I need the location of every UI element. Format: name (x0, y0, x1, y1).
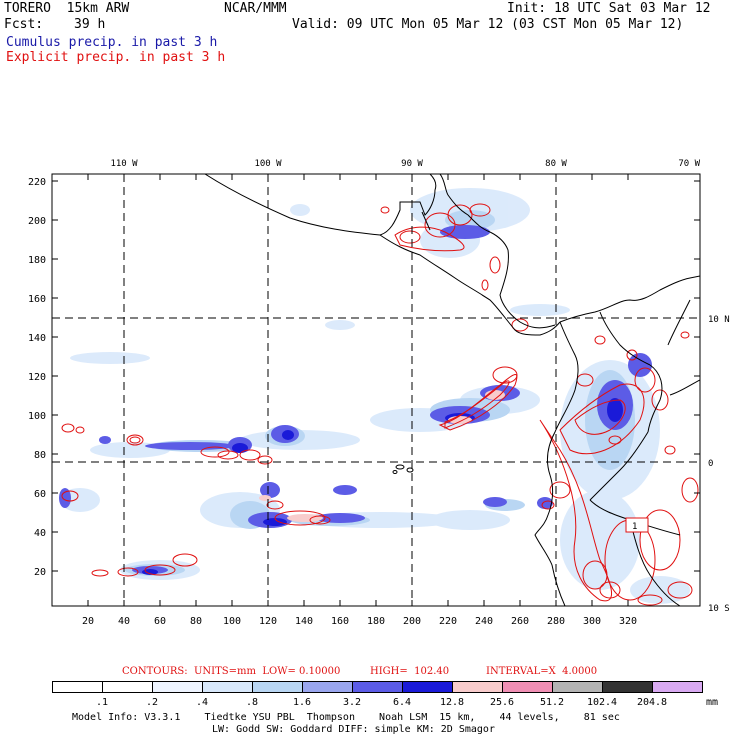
y-tick-label: 220 (28, 177, 46, 188)
legend-label: .4 (195, 697, 209, 708)
forecast-hour: 39 h (74, 17, 106, 32)
field-cumulus-label: Cumulus precip. in past 3 h (6, 35, 218, 50)
legend-swatch (302, 681, 353, 693)
legend-label: 1.6 (292, 697, 312, 708)
x-tick-label: 280 (547, 616, 565, 627)
org-label: NCAR/MMM (224, 1, 287, 16)
y-tick-label: 180 (28, 255, 46, 266)
axis-ticks (52, 174, 700, 606)
latitude-label: 10 N (708, 315, 730, 325)
x-tick-label: 120 (259, 616, 277, 627)
x-tick-label: 220 (439, 616, 457, 627)
y-tick-label: 200 (28, 216, 46, 227)
contour-label-box (625, 517, 649, 533)
x-tick-label: 240 (475, 616, 493, 627)
legend-label: 102.4 (586, 697, 618, 708)
longitude-label: 110 W (110, 159, 138, 169)
x-tick-label: 140 (295, 616, 313, 627)
legend-label: .2 (145, 697, 159, 708)
lat-lon-grid (52, 174, 700, 606)
contour-label: 1 (632, 522, 637, 532)
field-explicit-label: Explicit precip. in past 3 h (6, 50, 226, 65)
legend-swatch (252, 681, 303, 693)
model-info-line2: LW: Godd SW: Goddard DIFF: simple KM: 2D… (212, 724, 495, 735)
legend-label: 204.8 (636, 697, 668, 708)
legend-label: 51.2 (539, 697, 565, 708)
valid-time: Valid: 09 UTC Mon 05 Mar 12 (03 CST Mon … (292, 17, 684, 32)
x-tick-label: 160 (331, 616, 349, 627)
x-tick-label: 200 (403, 616, 421, 627)
legend-label: .8 (245, 697, 259, 708)
y-tick-label: 40 (34, 528, 46, 539)
contour-high: HIGH= 102.40 (370, 666, 450, 677)
model-info-line1: Model Info: V3.3.1 Tiedtke YSU PBL Thomp… (72, 712, 620, 723)
contour-units: CONTOURS: UNITS=mm LOW= 0.10000 (122, 666, 341, 677)
legend-label: 12.8 (439, 697, 465, 708)
legend-swatch (102, 681, 153, 693)
legend-label: 6.4 (392, 697, 412, 708)
x-tick-label: 40 (118, 616, 130, 627)
longitude-labels: 110 W 100 W 90 W 80 W 70 W (110, 159, 700, 169)
y-tick-labels: 220 200 180 160 140 120 100 80 60 40 20 (28, 177, 46, 578)
longitude-label: 70 W (678, 159, 700, 169)
legend-swatch (202, 681, 253, 693)
x-tick-label: 180 (367, 616, 385, 627)
longitude-label: 90 W (401, 159, 423, 169)
y-tick-label: 160 (28, 294, 46, 305)
legend-swatch (352, 681, 403, 693)
legend-swatch (602, 681, 653, 693)
legend-label: .1 (95, 697, 109, 708)
y-tick-label: 120 (28, 372, 46, 383)
x-tick-label: 260 (511, 616, 529, 627)
latitude-labels: 10 N 0 10 S (708, 315, 730, 614)
precip-fields (59, 174, 700, 606)
y-tick-label: 140 (28, 333, 46, 344)
legend-swatch (502, 681, 553, 693)
x-tick-labels: 20 40 60 80 100 120 140 160 180 200 220 240 260 280 30… (82, 616, 637, 627)
x-tick-label: 300 (583, 616, 601, 627)
y-tick-label: 20 (34, 567, 46, 578)
x-tick-label: 60 (154, 616, 166, 627)
y-tick-label: 80 (34, 450, 46, 461)
latitude-label: 0 (708, 459, 713, 469)
x-tick-label: 100 (223, 616, 241, 627)
contour-interval: INTERVAL=X 4.0000 (486, 666, 598, 677)
legend-swatch (402, 681, 453, 693)
init-time: Init: 18 UTC Sat 03 Mar 12 (507, 1, 711, 16)
longitude-label: 100 W (254, 159, 282, 169)
x-tick-label: 80 (190, 616, 202, 627)
legend-swatch (52, 681, 103, 693)
model-title: TORERO 15km ARW (4, 1, 130, 16)
y-tick-label: 100 (28, 411, 46, 422)
legend-unit: mm (706, 697, 719, 708)
latitude-label: 10 S (708, 604, 730, 614)
forecast-label: Fcst: (4, 17, 44, 32)
x-tick-label: 20 (82, 616, 94, 627)
legend-swatch (152, 681, 203, 693)
longitude-label: 80 W (545, 159, 567, 169)
legend-swatch (652, 681, 703, 693)
legend-swatch (452, 681, 503, 693)
legend-swatch (552, 681, 603, 693)
legend-label: 25.6 (489, 697, 515, 708)
x-tick-label: 320 (619, 616, 637, 627)
legend-label: 3.2 (342, 697, 362, 708)
y-tick-label: 60 (34, 489, 46, 500)
